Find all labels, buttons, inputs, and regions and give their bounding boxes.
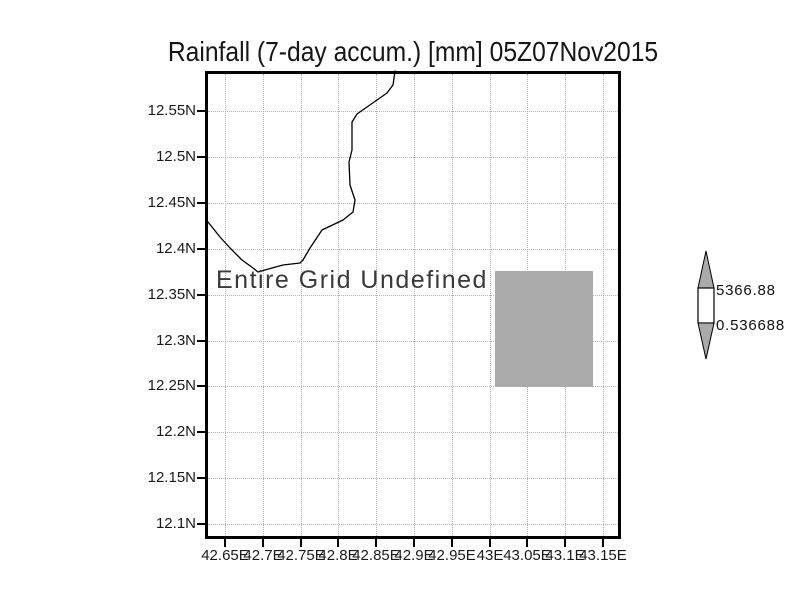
colorbar-max-label: 5366.88: [716, 282, 776, 299]
y-gridline: [208, 111, 618, 112]
y-gridline: [208, 157, 618, 158]
y-axis-label: 12.35N: [147, 286, 196, 303]
y-axis-label: 12.5N: [155, 148, 196, 165]
y-tick-mark: [197, 340, 205, 342]
colorbar-upper-arrow-icon: [697, 250, 715, 289]
y-axis-label: 12.3N: [155, 332, 196, 349]
x-tick-mark: [413, 539, 415, 547]
y-tick-mark: [197, 477, 205, 479]
x-axis-label: 42.95E: [428, 547, 476, 564]
x-tick-mark: [526, 539, 528, 547]
x-axis-label: 42.75E: [277, 547, 325, 564]
colorbar-min-label: 0.536688: [716, 317, 785, 334]
y-gridline: [208, 295, 618, 296]
x-gridline: [490, 74, 491, 536]
y-axis-label: 12.15N: [147, 469, 196, 486]
y-gridline: [208, 386, 618, 387]
y-axis-label: 12.25N: [147, 377, 196, 394]
x-tick-mark: [300, 539, 302, 547]
x-tick-mark: [602, 539, 604, 547]
x-gridline: [414, 74, 415, 536]
y-gridline: [208, 341, 618, 342]
y-axis-label: 12.2N: [155, 423, 196, 440]
x-axis-label: 43.05E: [503, 547, 551, 564]
y-gridline: [208, 249, 618, 250]
x-gridline: [301, 74, 302, 536]
y-axis-label: 12.4N: [155, 240, 196, 257]
x-tick-mark: [451, 539, 453, 547]
y-tick-mark: [197, 202, 205, 204]
y-tick-mark: [197, 385, 205, 387]
y-tick-mark: [197, 431, 205, 433]
y-gridline: [208, 203, 618, 204]
x-axis-label: 43E: [476, 547, 504, 564]
y-axis-label: 12.1N: [155, 515, 196, 532]
y-tick-mark: [197, 248, 205, 250]
x-axis-label: 43.15E: [579, 547, 627, 564]
y-gridline: [208, 432, 618, 433]
x-gridline: [603, 74, 604, 536]
x-axis-label: 42.8E: [318, 547, 358, 564]
x-gridline: [338, 74, 339, 536]
x-tick-mark: [337, 539, 339, 547]
y-axis-label: 12.45N: [147, 194, 196, 211]
x-tick-mark: [224, 539, 226, 547]
x-axis-label: 43.1E: [545, 547, 585, 564]
x-gridline: [263, 74, 264, 536]
y-axis-label: 12.55N: [147, 102, 196, 119]
y-tick-mark: [197, 156, 205, 158]
undefined-message: Entire Grid Undefined: [216, 266, 488, 294]
colorbar-range-box: [697, 287, 715, 324]
y-tick-mark: [197, 523, 205, 525]
x-gridline: [452, 74, 453, 536]
map-plot-area: [205, 71, 621, 539]
y-tick-mark: [197, 294, 205, 296]
x-tick-mark: [375, 539, 377, 547]
y-gridline: [208, 478, 618, 479]
x-axis-label: 42.85E: [352, 547, 400, 564]
x-gridline: [225, 74, 226, 536]
x-tick-mark: [564, 539, 566, 547]
x-gridline: [376, 74, 377, 536]
colorbar-lower-arrow-icon: [697, 322, 715, 360]
y-gridline: [208, 524, 618, 525]
x-axis-label: 42.9E: [394, 547, 434, 564]
x-tick-mark: [262, 539, 264, 547]
x-tick-mark: [489, 539, 491, 547]
undefined-region: [495, 271, 593, 387]
plot-title: Rainfall (7-day accum.) [mm] 05Z07Nov201…: [167, 36, 659, 67]
x-axis-label: 42.65E: [201, 547, 249, 564]
x-axis-label: 42.7E: [243, 547, 283, 564]
y-tick-mark: [197, 110, 205, 112]
